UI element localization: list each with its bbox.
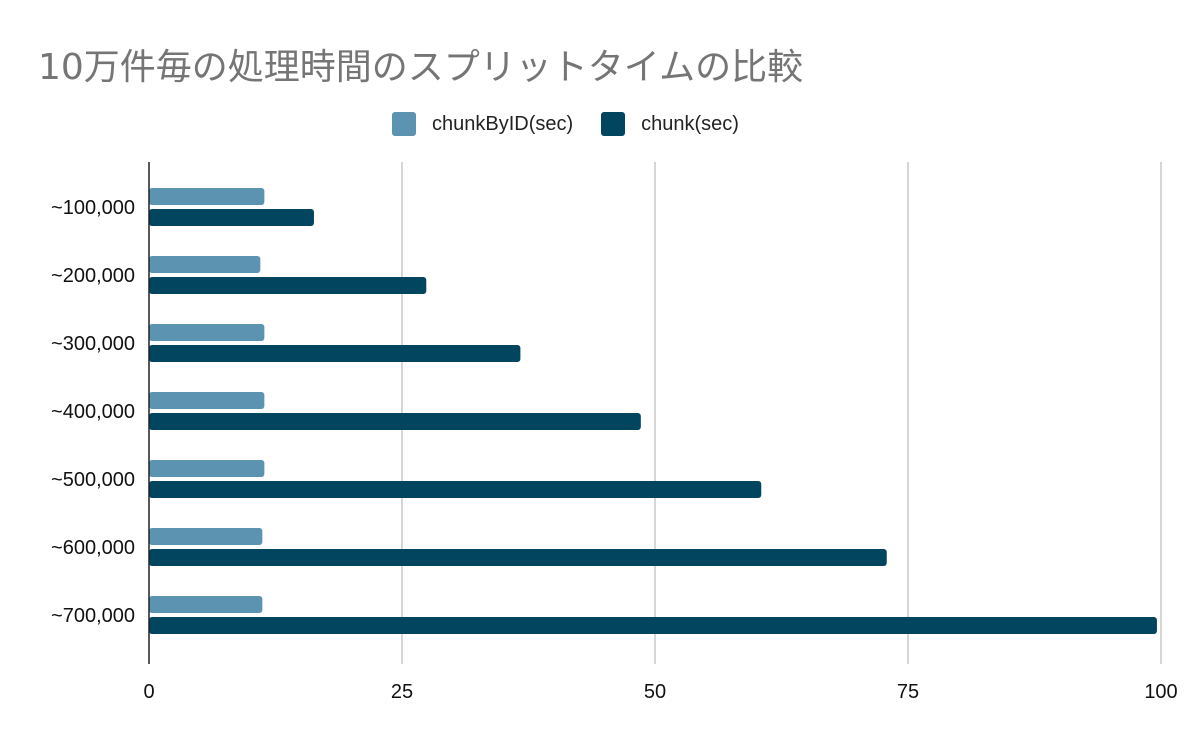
bar-chunkbyid-4 (149, 392, 265, 409)
chart-title: 10万件毎の処理時間のスプリットタイムの比較 (38, 47, 804, 88)
bar-chunk-4 (149, 413, 641, 430)
x-tick-label: 25 (391, 681, 413, 703)
bar-chunk-7 (149, 617, 1157, 634)
bar-chunkbyid-5 (149, 460, 265, 477)
bar-chunkbyid-1 (149, 188, 265, 205)
x-tick-label: 0 (143, 681, 154, 703)
legend-swatch-chunkbyid (392, 112, 416, 136)
bar-chunk-2 (149, 277, 427, 294)
legend-label-chunk: chunk(sec) (641, 112, 739, 135)
legend: chunkByID(sec) chunk(sec) (392, 112, 767, 136)
legend-item-chunk: chunk(sec) (601, 112, 739, 136)
y-tick-label: ~300,000 (51, 333, 135, 355)
bar-chunk-5 (149, 481, 762, 498)
legend-item-chunkbyid: chunkByID(sec) (392, 112, 573, 136)
x-tick-label: 75 (897, 681, 919, 703)
y-tick-label: ~600,000 (51, 537, 135, 559)
bar-chunk-1 (149, 209, 314, 226)
bar-chunkbyid-6 (149, 528, 263, 545)
bar-chunk-6 (149, 549, 887, 566)
legend-label-chunkbyid: chunkByID(sec) (432, 112, 574, 135)
y-tick-label: ~200,000 (51, 265, 135, 287)
legend-swatch-chunk (601, 112, 626, 136)
y-tick-label: ~400,000 (51, 401, 135, 423)
x-tick-label: 50 (644, 681, 666, 703)
y-tick-label: ~700,000 (51, 605, 135, 627)
bar-chunkbyid-3 (149, 324, 265, 341)
bar-chunk-3 (149, 345, 521, 362)
x-tick-label: 100 (1144, 681, 1177, 703)
bar-chunkbyid-7 (149, 596, 263, 613)
y-tick-label: ~500,000 (51, 469, 135, 491)
bar-chunkbyid-2 (149, 256, 261, 273)
y-tick-label: ~100,000 (51, 197, 135, 219)
